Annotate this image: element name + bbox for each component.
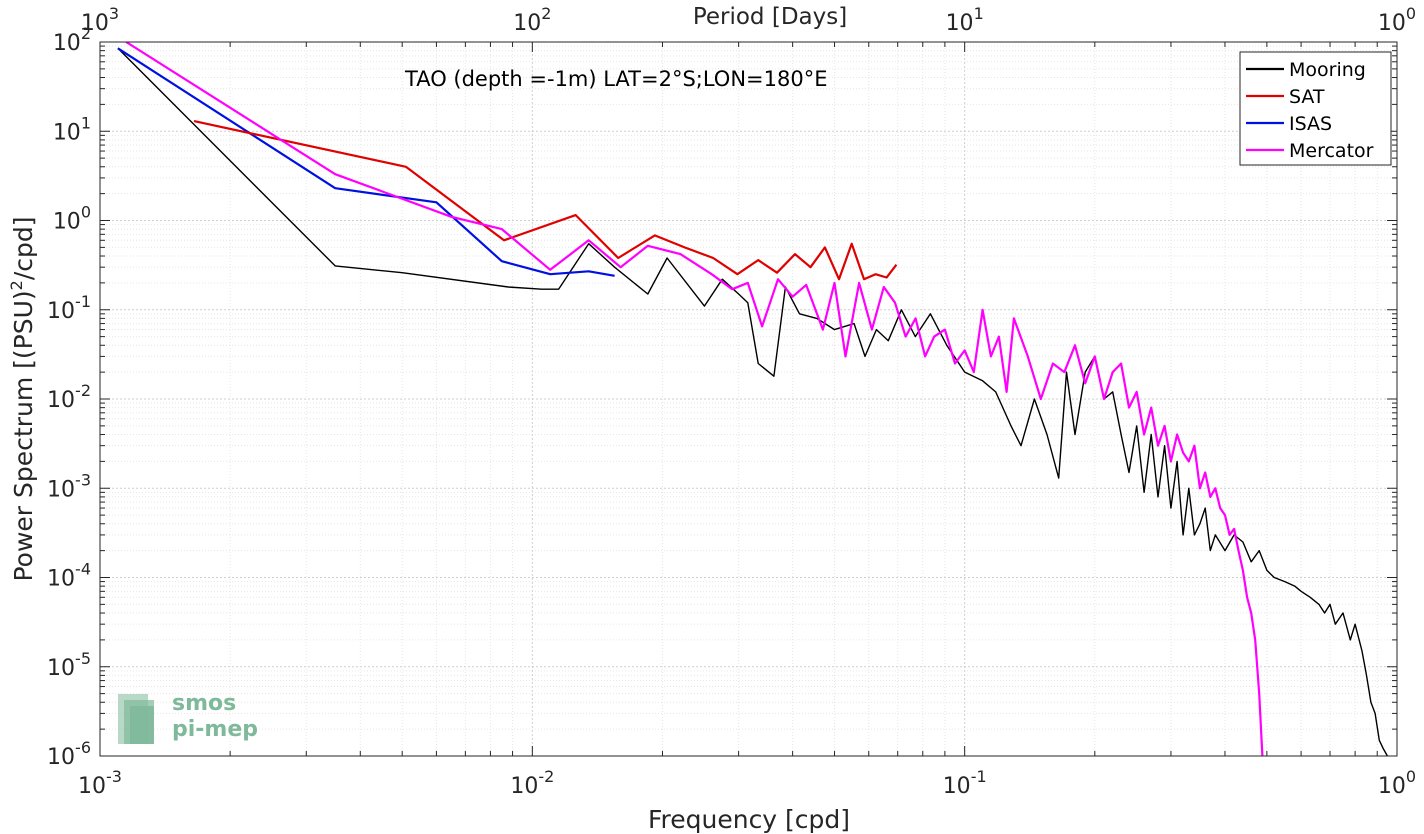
y-tick-label: 10-3: [47, 470, 91, 502]
y-tick-base: 10: [47, 299, 75, 324]
top-tick-base: 10: [946, 11, 974, 36]
x-tick-exponent: -2: [538, 767, 554, 786]
x-axis-title: Frequency [cpd]: [648, 805, 850, 834]
y-tick-label: 10-4: [47, 560, 91, 592]
x-tick-base: 10: [78, 774, 106, 799]
y-axis-title-tail: /cpd]: [9, 217, 38, 281]
x-tick-label: 10-1: [943, 767, 987, 799]
top-tick-exponent: 1: [974, 4, 984, 23]
top-tick-label: 101: [946, 4, 984, 36]
y-tick-exponent: -5: [75, 649, 91, 668]
y-tick-label: 102: [53, 24, 91, 56]
y-axis-title-main: Power Spectrum [(PSU): [9, 290, 38, 581]
series-line-sat: [193, 120, 898, 281]
legend-label-isas: ISAS: [1289, 113, 1332, 135]
y-tick-base: 10: [47, 477, 75, 502]
legend-label-sat: SAT: [1289, 86, 1325, 108]
y-tick-base: 10: [47, 388, 75, 413]
top-tick-base: 10: [513, 11, 541, 36]
y-tick-label: 10-1: [47, 292, 91, 324]
top-tick-exponent: 3: [109, 4, 119, 23]
x-tick-base: 10: [510, 774, 538, 799]
y-tick-exponent: -4: [75, 560, 91, 579]
chart-annotation: TAO (depth =-1m) LAT=2°S;LON=180°E: [404, 67, 828, 91]
x-tick-label: 100: [1378, 767, 1416, 799]
logo-mark: [118, 694, 154, 744]
grid-layer: [99, 41, 1398, 757]
x-tick-exponent: -3: [106, 767, 122, 786]
logo-text-pi-mep: pi-mep: [172, 717, 258, 742]
y-tick-label: 100: [53, 203, 91, 235]
x-tick-base: 10: [1378, 774, 1406, 799]
y-tick-label: 10-2: [47, 381, 91, 413]
y-axis-title-superscript: 2: [7, 280, 26, 290]
series-layer: [117, 42, 1389, 756]
x-tick-exponent: 0: [1406, 767, 1416, 786]
y-tick-base: 10: [53, 120, 81, 145]
y-tick-base: 10: [53, 31, 81, 56]
y-tick-exponent: -6: [75, 738, 91, 757]
axes-box: [99, 41, 1398, 757]
y-tick-label: 101: [53, 113, 91, 145]
y-tick-exponent: -2: [75, 381, 91, 400]
y-tick-base: 10: [47, 567, 75, 592]
top-axis-title: Period [Days]: [693, 4, 847, 30]
y-tick-exponent: 2: [81, 24, 91, 43]
top-tick-label: 100: [1378, 4, 1416, 36]
y-tick-label: 10-5: [47, 649, 91, 681]
x-tick-label: 10-2: [510, 767, 554, 799]
top-tick-label: 102: [513, 4, 551, 36]
legend: Mooring SAT ISAS Mercator: [1239, 51, 1392, 166]
legend-label-mooring: Mooring: [1289, 59, 1366, 81]
top-tick-exponent: 0: [1406, 4, 1416, 23]
logo: smos pi-mep: [118, 691, 258, 744]
y-tick-base: 10: [47, 656, 75, 681]
x-tick-exponent: -1: [971, 767, 987, 786]
series-line-mooring: [117, 47, 1389, 756]
y-tick-label: 10-6: [47, 738, 91, 770]
y-axis-title: Power Spectrum [(PSU)2/cpd]: [7, 217, 38, 582]
y-tick-exponent: -1: [75, 292, 91, 311]
x-tick-base: 10: [943, 774, 971, 799]
y-tick-exponent: -3: [75, 470, 91, 489]
series-line-mercator: [125, 42, 1264, 756]
series-line-isas: [117, 47, 615, 277]
x-tick-label: 10-3: [78, 767, 122, 799]
legend-label-mercator: Mercator: [1289, 140, 1374, 162]
y-tick-exponent: 0: [81, 203, 91, 222]
y-tick-exponent: 1: [81, 113, 91, 132]
legend-items: Mooring SAT ISAS Mercator: [1246, 59, 1374, 162]
y-tick-base: 10: [47, 745, 75, 770]
top-tick-exponent: 2: [541, 4, 551, 23]
logo-text-smos: smos: [172, 691, 236, 716]
legend-box: [1239, 51, 1392, 166]
top-tick-base: 10: [81, 11, 109, 36]
y-tick-base: 10: [53, 210, 81, 235]
top-tick-label: 103: [81, 4, 119, 36]
top-tick-base: 10: [1378, 11, 1406, 36]
